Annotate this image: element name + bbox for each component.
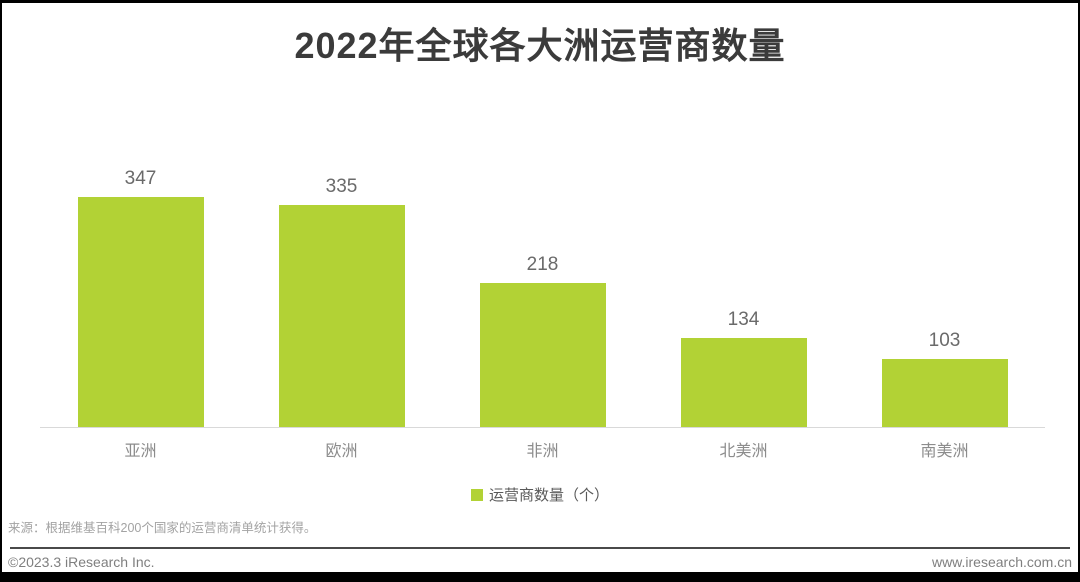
legend-label: 运营商数量（个）	[488, 487, 609, 504]
bar-value-label: 134	[727, 309, 760, 330]
x-axis-category-labels: 亚洲 欧洲 非洲 北美洲 南美洲	[40, 437, 1045, 461]
bar	[680, 338, 807, 427]
bar-column: 218	[442, 163, 643, 427]
slide-content: 2022年全球各大洲运营商数量 347 335 218 134 103 亚洲 欧洲 非洲 北美…	[2, 3, 1078, 572]
website-url: www.iresearch.com.cn	[931, 554, 1072, 570]
bar	[479, 283, 606, 427]
bar	[77, 197, 204, 427]
source-note: 来源：根据维基百科200个国家的运营商清单统计获得。	[8, 521, 317, 535]
category-label: 亚洲	[124, 443, 157, 460]
bar-column: 134	[643, 163, 844, 427]
bar-value-label: 347	[124, 168, 157, 189]
bar-column: 335	[241, 163, 442, 427]
category-label: 南美洲	[920, 443, 969, 460]
bar-chart-plot-area: 347 335 218 134 103	[40, 163, 1045, 428]
bar-column: 347	[40, 163, 241, 427]
category-label: 欧洲	[325, 443, 358, 460]
bar-value-label: 218	[526, 254, 559, 275]
copyright-text: ©2023.3 iResearch Inc.	[8, 554, 155, 570]
bar	[881, 359, 1008, 427]
chart-title: 2022年全球各大洲运营商数量	[294, 25, 786, 66]
footer-divider	[10, 547, 1070, 549]
category-label: 北美洲	[719, 443, 768, 460]
footer: ©2023.3 iResearch Inc. www.iresearch.com…	[8, 554, 1072, 570]
bar-column: 103	[844, 163, 1045, 427]
category-label: 非洲	[526, 443, 559, 460]
legend-swatch-icon	[470, 488, 483, 501]
bar	[278, 205, 405, 427]
bar-value-label: 103	[928, 330, 961, 351]
bar-value-label: 335	[325, 176, 358, 197]
legend: 运营商数量（个）	[2, 484, 1078, 505]
